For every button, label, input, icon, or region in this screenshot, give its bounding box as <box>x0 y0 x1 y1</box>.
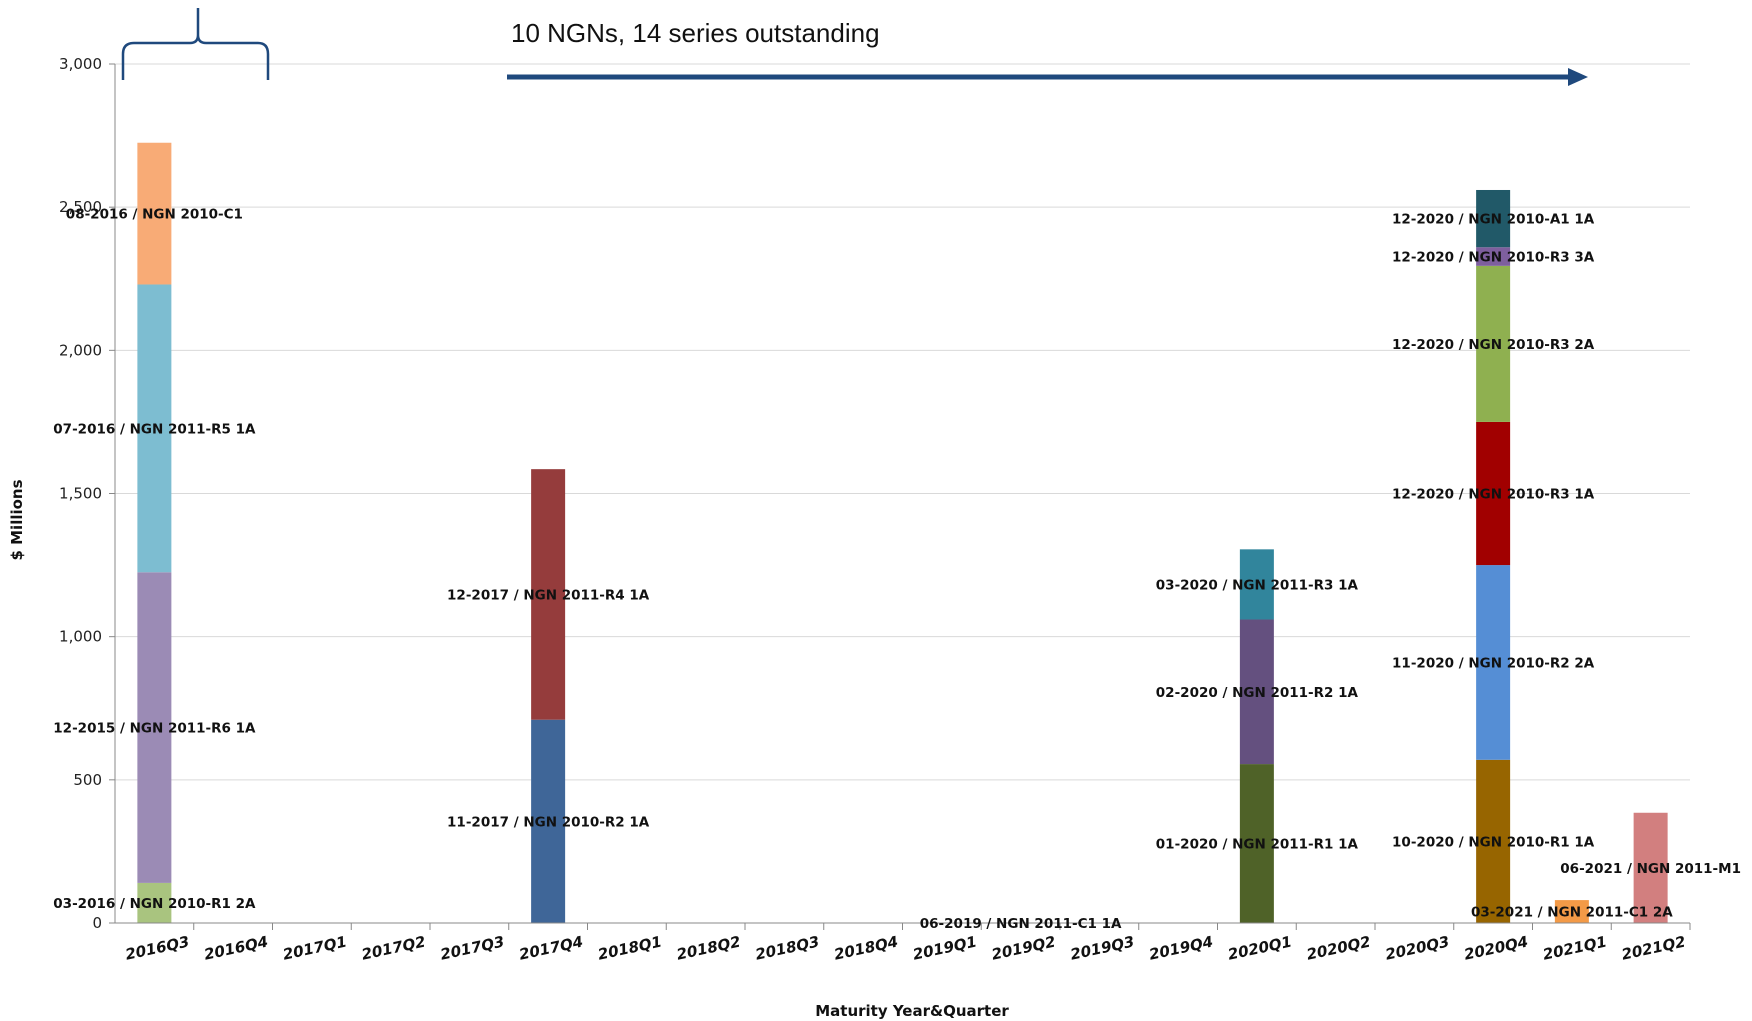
x-tick-label: 2018Q2 <box>675 933 742 964</box>
x-tick-label: 2019Q1 <box>911 933 978 964</box>
y-tick-label: 500 <box>73 771 102 789</box>
bar-segment <box>1476 247 1511 266</box>
bar-label: 03-2021 / NGN 2011-C1 2A <box>1471 905 1673 921</box>
y-axis-title: $ Millions <box>8 479 26 560</box>
x-tick-label: 2020Q3 <box>1384 933 1451 964</box>
bar-label: 03-2020 / NGN 2011-R3 1A <box>1156 577 1359 593</box>
bar-label: 12-2020 / NGN 2010-R3 1A <box>1392 487 1595 503</box>
x-tick-label: 2017Q4 <box>517 933 584 964</box>
bar-label: 02-2020 / NGN 2011-R2 1A <box>1156 685 1359 701</box>
bars <box>137 142 1668 923</box>
bar-segment <box>1633 812 1668 923</box>
x-tick-label: 2021Q1 <box>1541 933 1608 964</box>
bar-label: 11-2017 / NGN 2010-R2 1A <box>447 814 650 830</box>
x-tick-label: 2017Q3 <box>439 933 506 964</box>
bar-label: 08-2016 / NGN 2010-C1 <box>66 207 243 223</box>
bar-label: 06-2021 / NGN 2011-M1 <box>1560 861 1741 877</box>
y-tick-label: 3,000 <box>59 55 102 73</box>
bar-label: 12-2020 / NGN 2010-R3 3A <box>1392 250 1595 266</box>
bar-segment <box>1239 764 1274 923</box>
bar-label: 03-2016 / NGN 2010-R1 2A <box>53 896 256 912</box>
axes: 0 500 1,000 1,500 2,000 2,500 3,000 2016Q3 2016Q… <box>59 55 1691 964</box>
x-tick-label: 2017Q1 <box>281 933 348 964</box>
bar-segment <box>1476 565 1511 760</box>
x-tick-label: 2016Q4 <box>202 933 269 964</box>
bar-label: 10-2020 / NGN 2010-R1 1A <box>1392 834 1595 850</box>
x-tick-label: 2018Q3 <box>754 933 821 964</box>
arrow-head <box>1568 68 1588 86</box>
annotation-text: 10 NGNs, 14 series outstanding <box>511 18 880 48</box>
x-tick-label: 2021Q2 <box>1620 933 1687 964</box>
gridlines <box>115 63 1690 781</box>
x-tick-label: 2017Q2 <box>360 933 427 964</box>
bar-label: 11-2020 / NGN 2010-R2 2A <box>1392 655 1595 671</box>
bar-segment <box>531 469 566 720</box>
bar-segment <box>1476 189 1511 248</box>
bar-segment <box>1239 619 1274 765</box>
x-tick-label: 2018Q1 <box>596 933 663 964</box>
x-tick-label: 2019Q3 <box>1069 933 1136 964</box>
bar-label: 06-2019 / NGN 2011-C1 1A <box>920 916 1122 932</box>
x-tick-label: 2016Q3 <box>124 933 191 964</box>
bar-label: 07-2016 / NGN 2011-R5 1A <box>53 421 256 437</box>
bar-segment <box>1476 265 1511 422</box>
y-tick-label: 2,500 <box>59 198 102 216</box>
x-tick-label: 2020Q4 <box>1462 933 1529 964</box>
y-tick-label: 0 <box>92 914 102 932</box>
x-tick-label: 2018Q4 <box>832 933 899 964</box>
y-tick-label: 1,000 <box>59 628 102 646</box>
bar-segment <box>1554 900 1589 923</box>
x-tick-label: 2020Q1 <box>1226 933 1293 964</box>
bar-label: 12-2020 / NGN 2010-A1 1A <box>1392 212 1595 228</box>
bar-segment <box>137 142 172 285</box>
brace-shape <box>121 8 270 80</box>
bar-segment <box>1476 421 1511 566</box>
x-tick-label: 2020Q2 <box>1305 933 1372 964</box>
bar-segment <box>531 719 566 923</box>
x-tick-label: 2019Q4 <box>1147 933 1214 964</box>
x-axis-title: Maturity Year&Quarter <box>815 1002 1009 1020</box>
bar-label: 01-2020 / NGN 2011-R1 1A <box>1156 837 1359 853</box>
bar-segment <box>137 882 172 923</box>
annotation: 10 NGNs, 14 series outstanding <box>121 8 1588 86</box>
bar-segment <box>1239 549 1274 620</box>
y-tick-label: 1,500 <box>59 485 102 503</box>
bar-label: 12-2020 / NGN 2010-R3 2A <box>1392 337 1595 353</box>
bar-segment <box>137 284 172 573</box>
bar-label: 12-2015 / NGN 2011-R6 1A <box>53 721 256 737</box>
y-tick-label: 2,000 <box>59 341 102 359</box>
bar-segment <box>1476 759 1511 923</box>
bar-segment <box>137 572 172 883</box>
x-tick-label: 2019Q2 <box>990 933 1057 964</box>
data-labels: 03-2016 / NGN 2010-R1 2A 12-2015 / NGN 20… <box>53 207 1741 932</box>
bar-label: 12-2017 / NGN 2011-R4 1A <box>447 587 650 603</box>
